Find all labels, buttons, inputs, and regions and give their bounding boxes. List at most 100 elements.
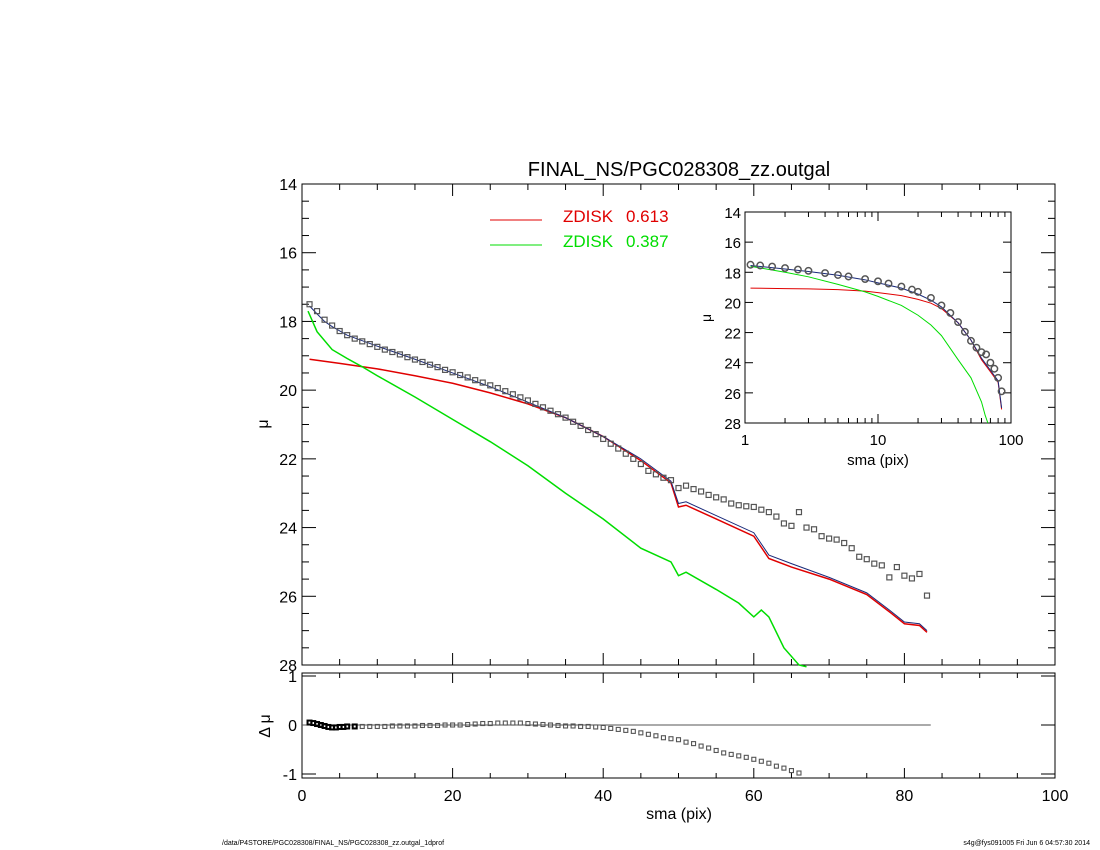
residual-data-point: [517, 720, 523, 726]
inset-axes: 1 10 100 14 16 18 20 22 24 26 28: [724, 205, 1023, 449]
main-data-point: [419, 358, 426, 366]
residual-data-point: [351, 723, 358, 730]
main-y-tick-label: 14: [279, 177, 297, 194]
residual-data-point: [698, 743, 704, 749]
main-data-point: [908, 575, 916, 582]
residual-data-point: [480, 720, 486, 727]
residual-data-point: [706, 745, 712, 751]
inset-data-point: [874, 277, 882, 286]
main-data-point: [449, 369, 456, 376]
main-data-point: [600, 435, 607, 443]
main-y-tick-label: 24: [279, 521, 297, 538]
main-panel: 14 16 18 20 22 24 26 28 μ ZDISK 0.613 ZDISK 0.3…: [255, 177, 1056, 675]
main-data-point: [592, 431, 599, 438]
residual-data-point: [683, 739, 689, 745]
main-data-point: [667, 477, 675, 484]
main-data-point: [833, 536, 840, 543]
inset-y-tick-label: 24: [724, 356, 741, 373]
residual-data-point: [359, 723, 365, 730]
main-data-point: [585, 426, 592, 434]
inset-data-point: [844, 272, 853, 281]
residual-data-point: [389, 723, 395, 729]
inset-data-point: [972, 343, 981, 352]
inset-data-point: [946, 309, 955, 317]
main-data-point: [336, 327, 343, 335]
inset-plot-frame: [744, 211, 1012, 424]
residual-data-point: [555, 722, 561, 729]
inset-data-point: [897, 282, 906, 291]
residual-data-point: [502, 720, 508, 726]
residual-data-point: [773, 763, 779, 769]
main-data-point: [366, 341, 373, 348]
main-data-point: [637, 460, 644, 468]
main-data-point: [878, 562, 885, 569]
main-data-point: [404, 354, 411, 361]
main-data-point: [841, 539, 848, 547]
residual-data-point: [472, 721, 478, 727]
residual-data-point: [743, 754, 749, 760]
main-data-point: [313, 308, 321, 315]
main-data-point: [652, 471, 660, 478]
inset-x-axis-label: sma (pix): [847, 452, 909, 469]
main-data-point: [517, 394, 524, 401]
residual-data-point: [382, 723, 388, 730]
residual-data-point: [653, 733, 659, 739]
main-data-point: [472, 377, 479, 384]
main-data-point: [494, 384, 501, 392]
inset-data-point: [793, 265, 802, 274]
residual-data-point: [660, 735, 666, 741]
residual-data-point: [713, 747, 719, 754]
main-data-point: [434, 364, 441, 371]
main-data-point: [825, 535, 833, 542]
main-data-point: [457, 371, 464, 379]
residual-y-tick-label: 0: [288, 718, 297, 735]
inset-data-point: [821, 269, 830, 277]
main-data-point: [818, 533, 825, 540]
residual-data-point: [758, 758, 764, 764]
main-data-point: [848, 545, 855, 552]
main-y-axis-label: μ: [255, 419, 272, 428]
main-data-point: [690, 485, 697, 493]
residual-data-point: [465, 721, 471, 728]
residual-data-point: [593, 724, 599, 730]
residual-data-point: [585, 723, 591, 730]
inset-data-point: [986, 358, 995, 367]
residual-data-point: [442, 722, 448, 728]
legend-value-comp2: 0.387: [626, 232, 669, 251]
main-data-point: [682, 482, 690, 489]
inset-data-point: [997, 387, 1006, 396]
inset-data-point: [994, 373, 1003, 382]
main-x-axis-label: sma (pix): [646, 806, 712, 823]
inset-x-tick-label: 10: [870, 432, 887, 449]
main-data-point: [426, 361, 434, 368]
main-data-point: [720, 496, 727, 503]
main-data-point: [923, 592, 931, 599]
main-data-point: [660, 474, 667, 481]
residual-data-point: [736, 753, 742, 759]
main-y-tick-label: 18: [279, 314, 297, 331]
inset-data-point: [926, 293, 935, 302]
main-data-point: [329, 322, 336, 329]
residual-data-point: [532, 721, 538, 727]
residual-y-tick-label: 1: [288, 669, 297, 686]
main-data-point: [780, 520, 788, 527]
residual-y-axis-label: Δ μ: [257, 714, 274, 737]
main-data-point: [569, 418, 577, 425]
inset-series: [750, 265, 1003, 424]
inset-data-point: [768, 262, 777, 271]
main-data-point: [758, 506, 765, 513]
residual-data-point: [540, 721, 546, 728]
inset-y-axis-label: μ: [698, 314, 714, 322]
main-data-point: [713, 494, 720, 501]
main-data-point: [622, 450, 629, 457]
main-series-line-1: [309, 358, 928, 633]
main-data-point: [705, 491, 712, 499]
footer-file-path: /data/P4STORE/PGC028308/FINAL_NS/PGC0283…: [222, 840, 445, 847]
residual-data-point: [344, 723, 351, 730]
footer-timestamp: s4g@fys091005 Fri Jun 6 04:57:30 2014: [963, 840, 1090, 847]
inset-y-tick-label: 28: [724, 416, 741, 433]
residual-data-point: [562, 723, 569, 729]
inset-data-point: [804, 266, 813, 275]
inset-data-point: [967, 336, 975, 345]
inset-y-tick-label: 26: [724, 386, 741, 403]
